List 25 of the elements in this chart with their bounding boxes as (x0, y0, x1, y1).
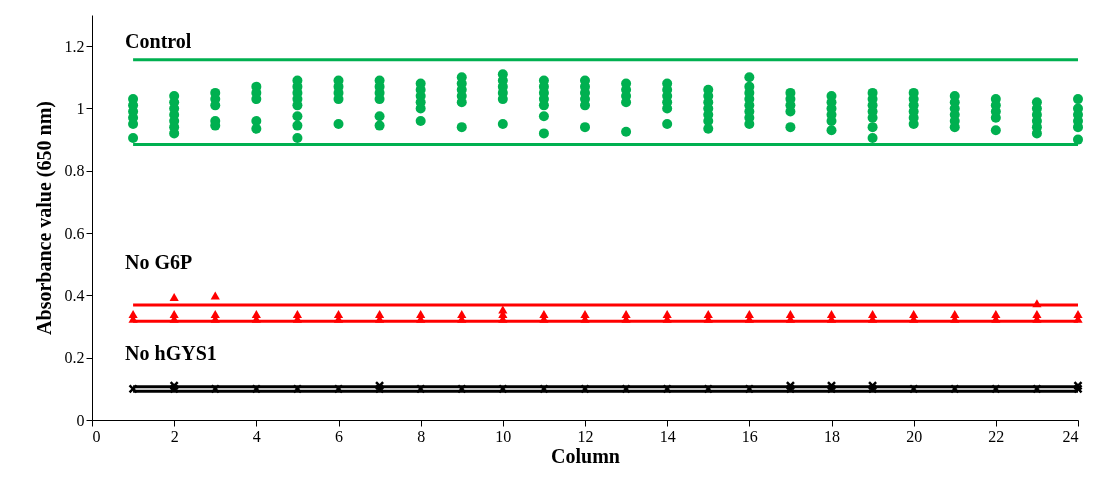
y-tick-label: 0.6 (64, 224, 85, 242)
x-tick-label: 20 (906, 427, 923, 445)
y-tick-label: 1.2 (64, 37, 85, 55)
y-tick-label: 0.8 (64, 162, 85, 180)
x-tick-label: 0 (92, 427, 101, 445)
annotation: No G6P (125, 251, 193, 274)
x-tick-label: 14 (659, 427, 676, 445)
x-tick-label: 16 (741, 427, 758, 445)
annotation: Control (125, 30, 192, 53)
x-tick-label: 10 (495, 427, 512, 445)
x-tick-label: 22 (988, 427, 1005, 445)
x-tick-label: 4 (252, 427, 261, 445)
x-tick-label: 2 (170, 427, 179, 445)
annotation: No hGYS1 (125, 341, 217, 364)
x-tick-label: 12 (577, 427, 594, 445)
y-axis-title: Absorbance value (650 nm) (32, 101, 56, 335)
x-axis-title: Column (551, 444, 620, 467)
y-tick-label: 1 (76, 99, 85, 117)
x-tick-label: 18 (824, 427, 840, 445)
x-tick-label: 6 (335, 427, 343, 445)
x-tick-label: 8 (417, 427, 426, 445)
y-tick-label: 0.4 (64, 286, 85, 304)
y-tick-label: 0 (76, 411, 85, 429)
y-tick-label: 0.2 (64, 349, 85, 367)
x-tick-label: 24 (1062, 427, 1079, 445)
